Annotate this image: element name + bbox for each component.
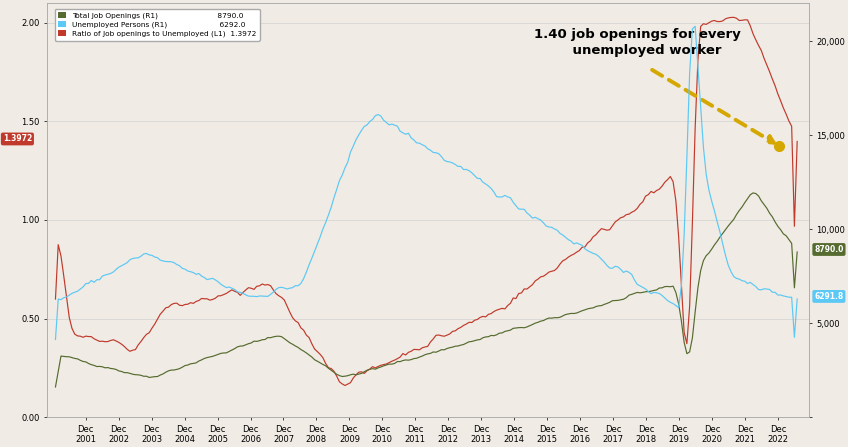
Text: 1.3972: 1.3972 (3, 135, 32, 143)
Text: 6291.8: 6291.8 (814, 292, 844, 301)
Text: 8790.0: 8790.0 (814, 245, 844, 254)
FancyArrowPatch shape (652, 70, 773, 143)
Legend: Total Job Openings (R1)                         8790.0, Unemployed Persons (R1) : Total Job Openings (R1) 8790.0, Unemploy… (55, 8, 259, 41)
Text: 1.40 job openings for every
    unemployed worker: 1.40 job openings for every unemployed w… (534, 29, 740, 57)
